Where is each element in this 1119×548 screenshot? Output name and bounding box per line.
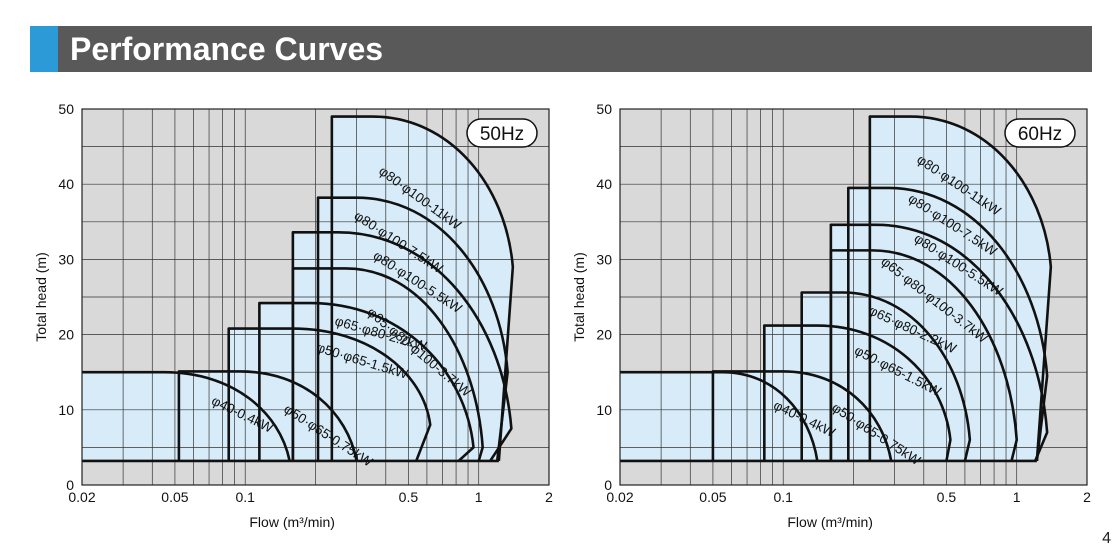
curve-line bbox=[177, 370, 358, 462]
title-accent bbox=[30, 26, 58, 72]
curve-line bbox=[330, 115, 515, 462]
region-fill bbox=[620, 372, 818, 461]
x-tick-label: 0.02 bbox=[606, 489, 633, 505]
curve-outlines bbox=[82, 115, 515, 463]
freq-badge bbox=[466, 118, 538, 148]
y-tick-label: 40 bbox=[58, 176, 74, 192]
curve-line bbox=[316, 196, 509, 462]
y-tick-label: 20 bbox=[596, 327, 612, 343]
curve-line bbox=[258, 301, 475, 462]
x-tick-label: 0.02 bbox=[68, 489, 95, 505]
y-tick-label: 30 bbox=[596, 251, 612, 267]
curve-line bbox=[846, 186, 1049, 462]
x-tick-label: 0.05 bbox=[699, 489, 726, 505]
x-tick-label: 2 bbox=[1083, 489, 1091, 505]
x-tick-label: 0.5 bbox=[399, 489, 419, 505]
y-axis-label: Total head (m) bbox=[571, 252, 587, 341]
x-tick-label: 2 bbox=[545, 489, 553, 505]
freq-badge bbox=[1004, 118, 1076, 148]
page-number: 4 bbox=[1102, 530, 1111, 547]
freq-label: 50Hz bbox=[480, 124, 524, 145]
region-fill bbox=[82, 372, 290, 461]
page-title: Performance Curves bbox=[70, 31, 384, 67]
curve-line bbox=[82, 370, 291, 462]
curve-outlines bbox=[620, 115, 1053, 463]
y-axis-label: Total head (m) bbox=[33, 252, 49, 341]
curve-line bbox=[227, 327, 432, 462]
title-bar: Performance Curves bbox=[30, 26, 1092, 72]
x-axis-label: Flow (m³/min) bbox=[787, 514, 873, 530]
x-tick-label: 0.5 bbox=[937, 489, 957, 505]
curve-line bbox=[291, 231, 513, 462]
plot-frame bbox=[619, 108, 1088, 486]
x-tick-label: 1 bbox=[1013, 489, 1021, 505]
x-tick-label: 0.1 bbox=[235, 489, 255, 505]
curve-line bbox=[291, 267, 484, 462]
curve-line bbox=[868, 115, 1053, 462]
x-tick-label: 1 bbox=[475, 489, 483, 505]
y-tick-label: 10 bbox=[596, 402, 612, 418]
y-tick-label: 10 bbox=[58, 402, 74, 418]
y-tick-label: 20 bbox=[58, 327, 74, 343]
curve-line bbox=[763, 324, 952, 462]
y-tick-label: 50 bbox=[596, 101, 612, 117]
x-axis-label: Flow (m³/min) bbox=[249, 514, 335, 530]
x-tick-label: 0.1 bbox=[773, 489, 793, 505]
y-tick-label: 30 bbox=[58, 251, 74, 267]
curve-line bbox=[829, 249, 1019, 462]
plot-frame bbox=[81, 108, 550, 486]
freq-label: 60Hz bbox=[1018, 124, 1062, 145]
y-tick-label: 40 bbox=[596, 176, 612, 192]
y-tick-label: 0 bbox=[604, 477, 612, 493]
x-tick-label: 0.05 bbox=[161, 489, 188, 505]
y-tick-label: 0 bbox=[66, 477, 74, 493]
y-tick-label: 50 bbox=[58, 101, 74, 117]
